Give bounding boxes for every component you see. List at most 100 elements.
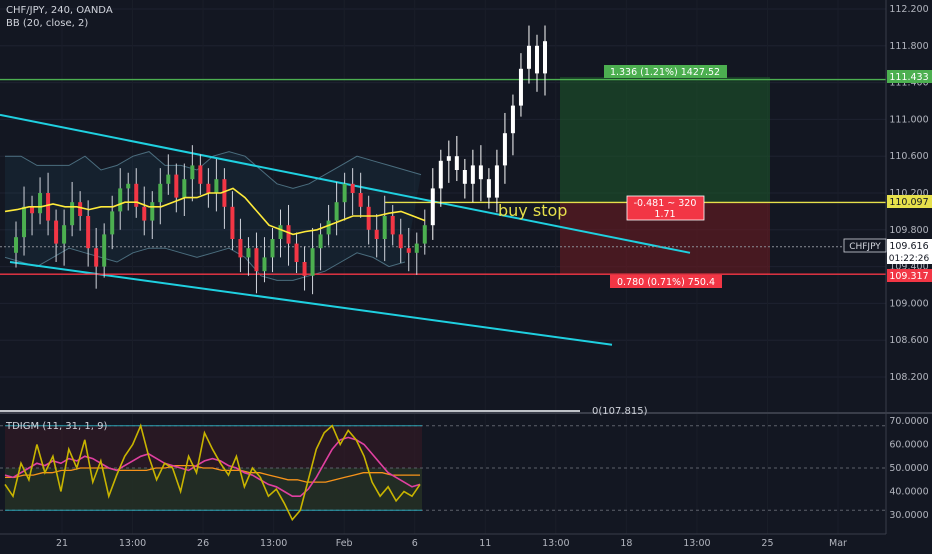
tdi-rsi-line bbox=[4, 423, 421, 522]
price-tick: 108.200 bbox=[889, 372, 928, 383]
price-tick: 111.800 bbox=[889, 41, 928, 52]
indicator-tick: 70.0000 bbox=[889, 416, 928, 427]
stop-price-tag: 109.317 bbox=[887, 269, 932, 282]
candle-body bbox=[126, 183, 131, 189]
candle-body bbox=[198, 165, 203, 184]
candle-body bbox=[470, 165, 475, 184]
svg-text:01:22:26: 01:22:26 bbox=[889, 254, 930, 264]
candle-body bbox=[302, 262, 307, 276]
candle-body bbox=[526, 45, 531, 69]
candle-body bbox=[118, 188, 123, 212]
candle-body bbox=[478, 165, 483, 180]
svg-text:111.433: 111.433 bbox=[889, 72, 928, 83]
price-tick: 109.800 bbox=[889, 225, 928, 236]
candle-body bbox=[206, 183, 211, 193]
time-tick: 26 bbox=[197, 538, 209, 549]
indicator-axis[interactable]: 70.0000 60.0000 50.0000 40.0000 30.0000 bbox=[889, 416, 928, 521]
svg-text:1.71: 1.71 bbox=[654, 209, 675, 220]
lower-legend: TDIGM (11, 31, 1, 9) bbox=[6, 420, 107, 433]
price-tick: 110.200 bbox=[889, 188, 928, 199]
bb-upper-line bbox=[5, 151, 422, 189]
candle-body bbox=[174, 174, 179, 198]
candle-body bbox=[278, 225, 283, 239]
candles bbox=[14, 25, 547, 295]
candle-body bbox=[70, 202, 75, 226]
candle-body bbox=[366, 206, 371, 230]
candle-body bbox=[254, 248, 259, 272]
entry-label[interactable]: -0.481 ~ 320 1.71 bbox=[626, 195, 705, 221]
candle-body bbox=[374, 229, 379, 239]
bb-basis-line bbox=[4, 187, 426, 236]
svg-text:110.097: 110.097 bbox=[889, 197, 928, 208]
candle-body bbox=[518, 68, 523, 106]
candle-body bbox=[358, 193, 363, 207]
marker-text: 0(107.815) bbox=[592, 406, 648, 417]
candle-body bbox=[502, 133, 507, 166]
price-tick: 109.400 bbox=[889, 262, 928, 273]
price-tick: 109.000 bbox=[889, 298, 928, 309]
candle-body bbox=[38, 193, 43, 214]
time-tick: 13:00 bbox=[119, 538, 146, 549]
indicator-tick: 30.0000 bbox=[889, 510, 928, 521]
price-tick: 108.600 bbox=[889, 335, 928, 346]
candle-body bbox=[494, 165, 499, 198]
tdigm-line[interactable]: TDIGM (11, 31, 1, 9) bbox=[6, 421, 108, 432]
chart-legend: CHF/JPY, 240, OANDA BB (20, close, 2) bbox=[6, 4, 113, 30]
price-axis[interactable]: 112.200 111.800 111.400 111.000 110.600 110.2… bbox=[889, 4, 928, 383]
time-tick: 11 bbox=[479, 538, 491, 549]
indicator-tick: 60.0000 bbox=[889, 440, 928, 451]
candle-body bbox=[534, 45, 539, 74]
candle-body bbox=[54, 220, 59, 244]
time-tick: 13:00 bbox=[542, 538, 569, 549]
stop-label[interactable]: 0.780 (0.71%) 750.4 bbox=[610, 275, 722, 288]
candle-body bbox=[350, 183, 355, 193]
time-tick: 18 bbox=[620, 538, 632, 549]
buy-stop-label[interactable]: buy stop bbox=[498, 201, 567, 220]
indicator-tick: 40.0000 bbox=[889, 487, 928, 498]
candle-body bbox=[102, 234, 107, 267]
candle-body bbox=[286, 225, 291, 244]
candle-body bbox=[430, 188, 435, 226]
bb-basis-polyline bbox=[4, 187, 426, 236]
candle-body bbox=[334, 202, 339, 221]
candle-body bbox=[326, 220, 331, 235]
bb-lower-line bbox=[4, 247, 406, 281]
indicator-line[interactable]: BB (20, close, 2) bbox=[6, 18, 89, 29]
candle-body bbox=[543, 41, 547, 74]
candle-body bbox=[398, 234, 403, 249]
price-tick: 111.400 bbox=[889, 78, 928, 89]
svg-text:0.780 (0.71%) 750.4: 0.780 (0.71%) 750.4 bbox=[617, 277, 715, 288]
candle-body bbox=[222, 179, 227, 207]
indicator-tick: 50.0000 bbox=[889, 463, 928, 474]
candle-body bbox=[142, 206, 147, 221]
target-label[interactable]: 1.336 (1.21%) 1427.52 bbox=[604, 65, 727, 78]
candle-body bbox=[86, 216, 91, 249]
candle-body bbox=[246, 248, 251, 258]
time-axis[interactable]: 21 13:00 26 13:00 Feb 6 11 13:00 18 13:00 25 Mar bbox=[56, 538, 847, 549]
candle-body bbox=[22, 206, 27, 238]
candle-body bbox=[190, 165, 195, 180]
candle-body bbox=[382, 216, 387, 239]
indicator-lines bbox=[4, 423, 421, 522]
symbol-line[interactable]: CHF/JPY, 240, OANDA bbox=[6, 5, 113, 16]
candle-body bbox=[406, 248, 411, 253]
time-tick: Mar bbox=[829, 538, 847, 549]
indicator-zone bbox=[0, 425, 886, 511]
svg-text:1.336 (1.21%) 1427.52: 1.336 (1.21%) 1427.52 bbox=[610, 67, 720, 78]
candle-body bbox=[150, 202, 155, 221]
svg-text:-0.481 ~ 320: -0.481 ~ 320 bbox=[634, 198, 697, 209]
candle-body bbox=[270, 239, 275, 258]
target-price-tag: 111.433 bbox=[887, 70, 932, 83]
svg-text:109.317: 109.317 bbox=[889, 271, 928, 282]
candle-body bbox=[422, 225, 427, 244]
target-zone[interactable] bbox=[560, 77, 770, 202]
time-tick: 6 bbox=[412, 538, 418, 549]
bb-fill bbox=[5, 151, 421, 281]
candle-body bbox=[62, 225, 67, 244]
candle-body bbox=[30, 206, 35, 214]
channel-lower-line[interactable] bbox=[9, 261, 613, 346]
candle-body bbox=[214, 179, 219, 193]
candle-body bbox=[158, 183, 163, 203]
svg-text:109.616: 109.616 bbox=[889, 241, 928, 252]
